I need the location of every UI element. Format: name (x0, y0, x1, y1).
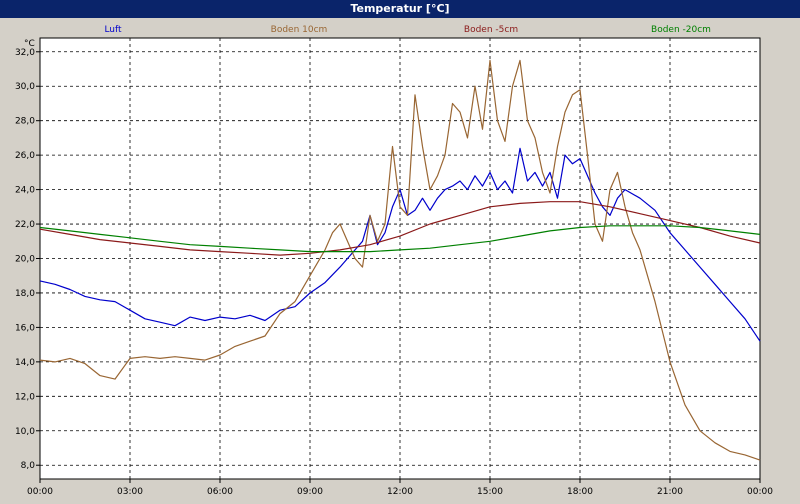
window-title: Temperatur [°C] (0, 0, 800, 18)
legend-entry: Boden 10cm (271, 25, 328, 35)
y-tick-label: 22,0 (15, 220, 35, 230)
legend: Luft Boden 10cm Boden -5cm Boden -20cm (104, 25, 711, 35)
series-line-1 (39, 59, 761, 461)
y-tick-label: 30,0 (15, 82, 35, 92)
y-tick-label: 8,0 (21, 461, 36, 471)
series-group (39, 59, 761, 461)
y-tick-label: 18,0 (15, 289, 35, 299)
x-tick-time: 18:00 (567, 487, 593, 497)
y-axis-unit: °C (24, 39, 35, 49)
y-tick-label: 16,0 (15, 323, 35, 333)
x-tick-time: 15:00 (477, 487, 503, 497)
series-line-2 (39, 201, 761, 256)
axes: °C 8,0 10,0 12,0 14,0 16,0 18,0 20,0 22,0 24,0 26… (15, 39, 773, 497)
x-tick-time: 06:00 (207, 487, 233, 497)
y-tick-label: 32,0 (15, 48, 35, 58)
y-tick-label: 26,0 (15, 151, 35, 161)
y-tick-label: 12,0 (15, 392, 35, 402)
x-tick-time: 03:00 (117, 487, 143, 497)
y-tick-label: 14,0 (15, 358, 35, 368)
legend-entry: Boden -5cm (464, 25, 518, 35)
y-tick-label: 24,0 (15, 186, 35, 196)
y-tick-label: 28,0 (15, 117, 35, 127)
x-tick-time: 12:00 (387, 487, 413, 497)
y-tick-label: 20,0 (15, 255, 35, 265)
x-tick-time: 21:00 (657, 487, 683, 497)
chart-area: °C 8,0 10,0 12,0 14,0 16,0 18,0 20,0 22,0 24,0 26… (0, 18, 800, 500)
series-line-0 (39, 147, 761, 342)
series-line-3 (39, 225, 761, 253)
x-tick-time: 00:00 (747, 487, 773, 497)
y-tick-label: 10,0 (15, 427, 35, 437)
legend-entry: Luft (104, 25, 122, 35)
legend-entry: Boden -20cm (651, 25, 711, 35)
x-tick-time: 09:00 (297, 487, 323, 497)
temperature-chart: °C 8,0 10,0 12,0 14,0 16,0 18,0 20,0 22,0 24,0 26… (15, 25, 773, 497)
x-tick-time: 00:00 (27, 487, 53, 497)
